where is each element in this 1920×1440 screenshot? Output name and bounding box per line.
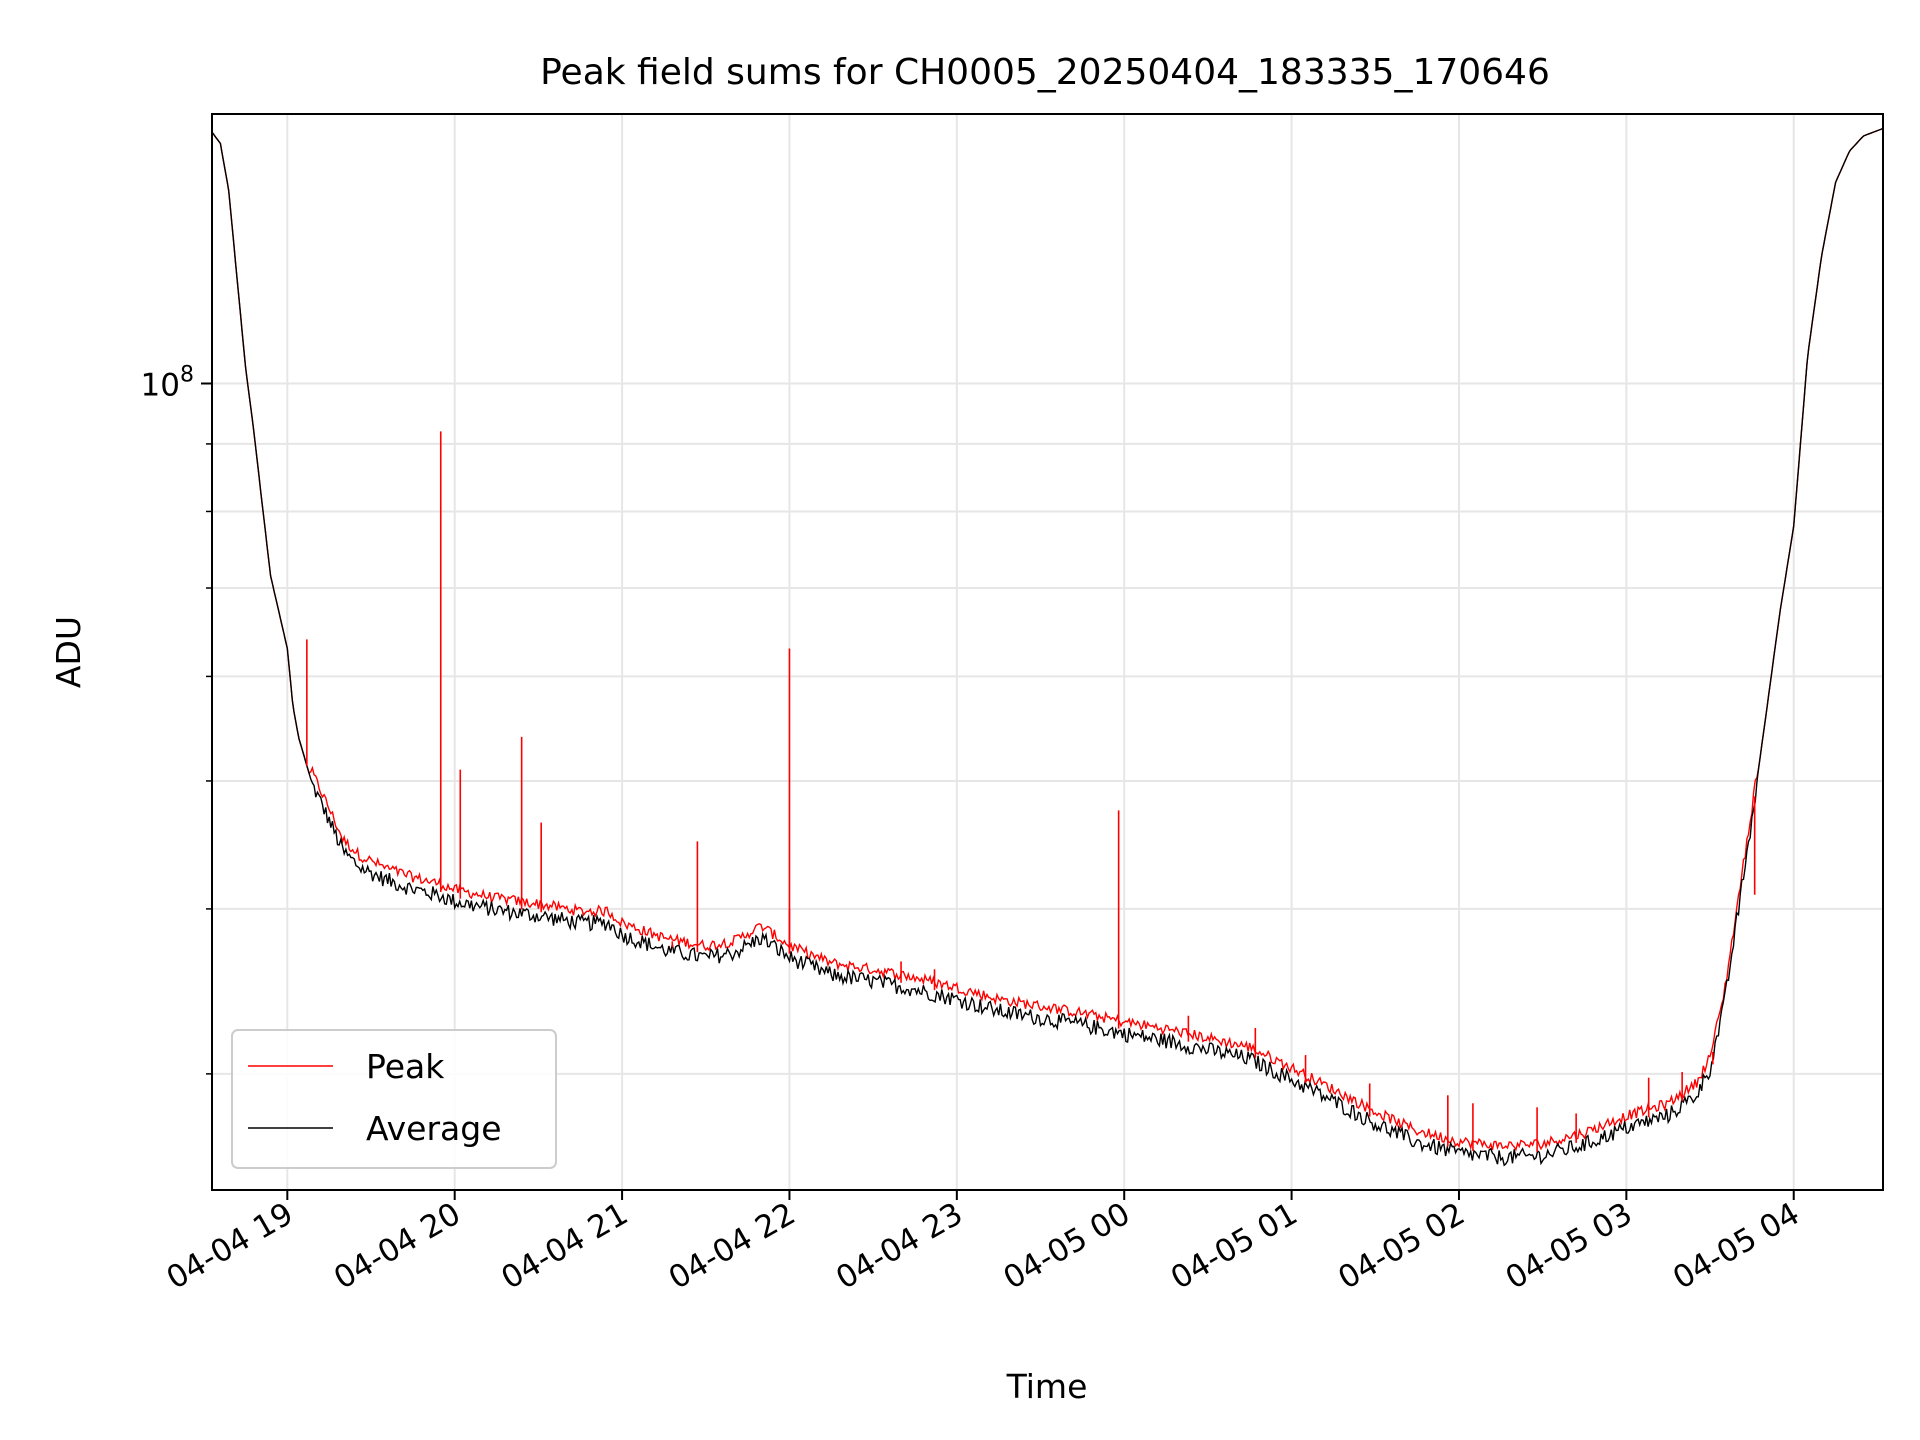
series-average-line xyxy=(211,128,1883,1167)
x-axis-label: Time xyxy=(1006,1367,1088,1406)
legend: Peak Average xyxy=(231,1029,557,1169)
chart-title: Peak field sums for CH0005_20250404_1833… xyxy=(540,52,1550,93)
series-peak-line xyxy=(211,128,1883,1152)
grid xyxy=(212,114,1883,1190)
plot-frame xyxy=(211,113,1884,1191)
legend-average-label: Average xyxy=(366,1109,502,1148)
legend-box xyxy=(231,1029,557,1169)
series-layer xyxy=(211,128,1883,1167)
legend-peak-label: Peak xyxy=(366,1047,445,1086)
y-axis-label: ADU xyxy=(49,616,88,688)
